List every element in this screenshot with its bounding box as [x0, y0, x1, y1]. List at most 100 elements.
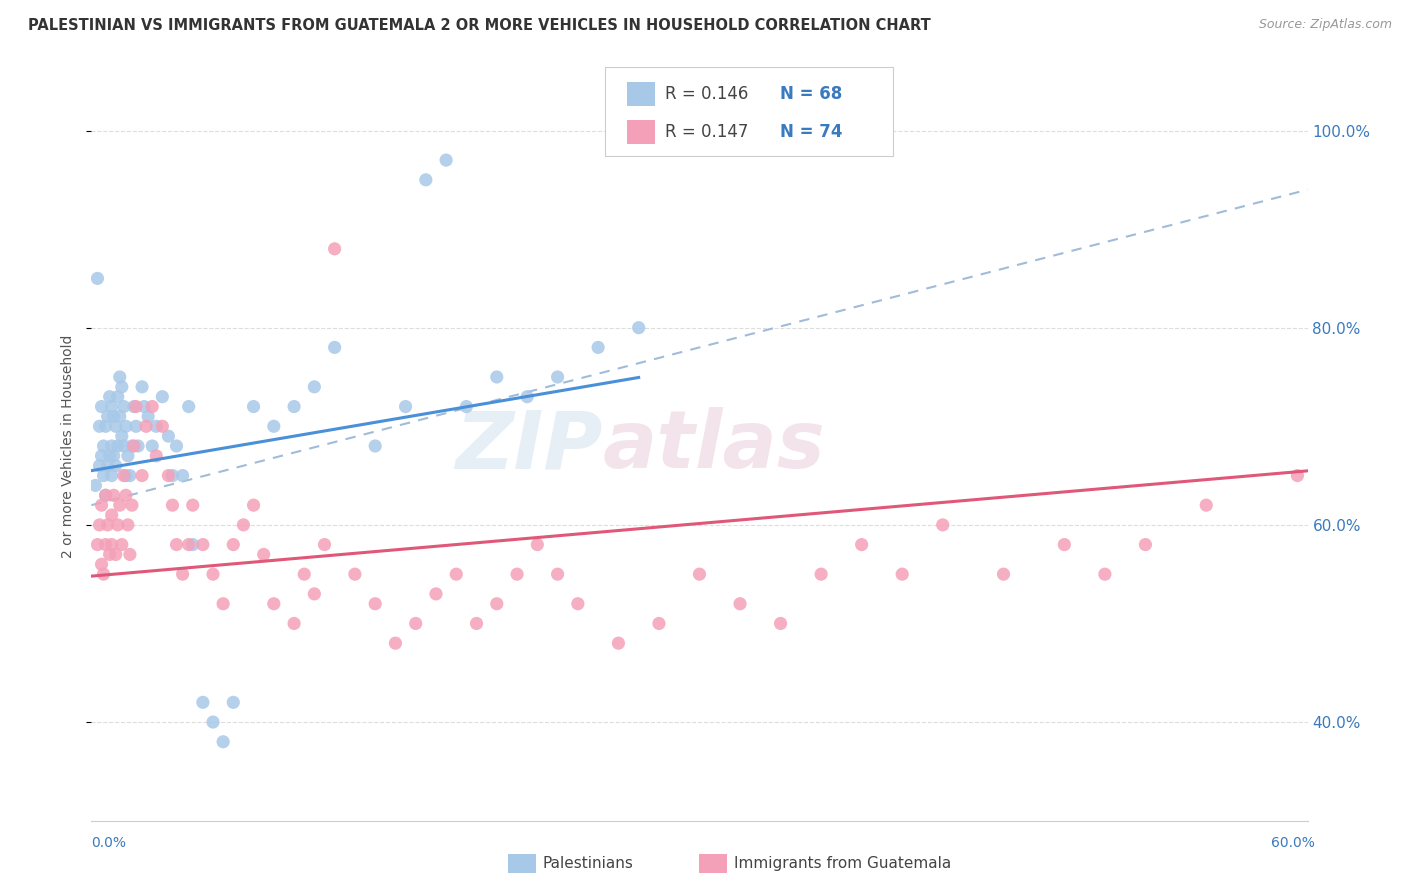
Point	[98, 390, 121, 404]
Point	[456, 400, 478, 414]
Point	[107, 390, 129, 404]
Point	[202, 714, 225, 729]
Point	[931, 517, 953, 532]
Text: R = 0.146: R = 0.146	[665, 85, 748, 103]
Point	[191, 695, 214, 709]
Point	[567, 597, 589, 611]
Point	[100, 508, 122, 522]
Point	[607, 636, 630, 650]
Point	[434, 153, 457, 167]
Point	[122, 400, 145, 414]
Point	[104, 458, 127, 473]
Point	[222, 538, 245, 552]
Point	[97, 517, 120, 532]
Point	[212, 735, 235, 749]
Point	[242, 498, 264, 512]
Point	[1135, 538, 1157, 552]
Point	[90, 498, 112, 512]
Text: atlas: atlas	[602, 407, 825, 485]
Point	[93, 567, 115, 582]
Point	[343, 567, 366, 582]
Point	[112, 400, 135, 414]
Point	[1053, 538, 1076, 552]
Point	[1195, 498, 1218, 512]
Point	[131, 468, 153, 483]
Point	[384, 636, 406, 650]
Point	[263, 419, 285, 434]
Point	[89, 419, 111, 434]
Point	[107, 439, 129, 453]
Point	[323, 242, 346, 256]
Point	[191, 538, 214, 552]
Point	[115, 419, 138, 434]
Point	[98, 449, 121, 463]
Point	[485, 370, 508, 384]
Point	[627, 320, 650, 334]
Point	[323, 340, 346, 354]
Point	[232, 517, 254, 532]
Text: N = 68: N = 68	[780, 85, 842, 103]
Point	[118, 468, 141, 483]
Point	[90, 449, 112, 463]
Point	[314, 538, 336, 552]
Point	[172, 468, 194, 483]
Point	[127, 439, 149, 453]
Point	[104, 548, 127, 562]
Point	[86, 538, 108, 552]
Point	[222, 695, 245, 709]
Point	[108, 370, 131, 384]
Point	[547, 370, 569, 384]
Point	[728, 597, 751, 611]
Point	[181, 538, 204, 552]
Point	[157, 468, 180, 483]
Point	[242, 400, 264, 414]
Point	[100, 439, 122, 453]
Point	[145, 449, 167, 463]
Point	[103, 449, 125, 463]
Point	[112, 439, 135, 453]
Point	[253, 548, 276, 562]
Point	[304, 587, 326, 601]
Point	[364, 439, 387, 453]
Point	[769, 616, 792, 631]
Point	[162, 468, 184, 483]
Point	[108, 498, 131, 512]
Point	[112, 468, 135, 483]
Point	[90, 400, 112, 414]
Point	[115, 468, 138, 483]
Point	[125, 400, 148, 414]
Point	[166, 538, 188, 552]
Point	[465, 616, 488, 631]
Point	[136, 409, 159, 424]
Point	[107, 517, 129, 532]
Point	[405, 616, 427, 631]
Point	[84, 478, 107, 492]
Text: 60.0%: 60.0%	[1271, 836, 1315, 850]
Point	[162, 498, 184, 512]
Point	[122, 439, 145, 453]
Point	[90, 558, 112, 572]
Point	[172, 567, 194, 582]
Text: N = 74: N = 74	[780, 122, 842, 141]
Point	[103, 488, 125, 502]
Point	[364, 597, 387, 611]
Point	[141, 439, 163, 453]
Point	[93, 439, 115, 453]
Point	[810, 567, 832, 582]
Point	[304, 380, 326, 394]
Point	[425, 587, 447, 601]
Point	[89, 458, 111, 473]
Point	[100, 400, 122, 414]
Point	[108, 409, 131, 424]
Point	[212, 597, 235, 611]
Point	[117, 449, 139, 463]
Point	[94, 538, 117, 552]
Point	[118, 548, 141, 562]
Point	[89, 517, 111, 532]
Text: Immigrants from Guatemala: Immigrants from Guatemala	[734, 856, 952, 871]
Point	[586, 340, 609, 354]
Point	[444, 567, 467, 582]
Point	[141, 400, 163, 414]
Point	[97, 409, 120, 424]
Point	[993, 567, 1015, 582]
